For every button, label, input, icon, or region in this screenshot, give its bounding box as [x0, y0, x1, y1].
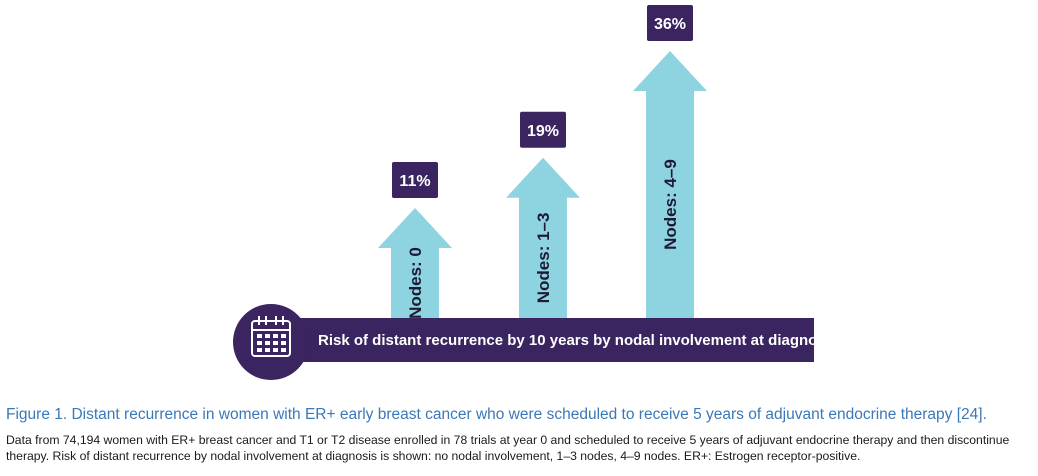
calendar-icon [251, 316, 291, 357]
value-label: 19% [527, 123, 559, 140]
chart-banner: Risk of distant recurrence by 10 years b… [233, 304, 838, 380]
arrow-category-label: Nodes: 0 [406, 247, 425, 319]
arrow-category-label: Nodes: 4–9 [661, 159, 680, 250]
figure-note: Data from 74,194 women with ER+ breast c… [6, 433, 1010, 463]
value-label-box [392, 162, 438, 198]
figure-caption-text: Distant recurrence in women with ER+ ear… [71, 406, 987, 423]
arrow-bar [506, 157, 580, 318]
value-label-box [520, 111, 566, 148]
value-label: 11% [399, 173, 430, 190]
figure-label: Figure 1. [6, 406, 68, 423]
recurrence-chart: Nodes: 0 11% Nodes: 1–3 19% Nodes: 4–9 36% [233, 5, 838, 380]
value-label: 36% [654, 16, 686, 33]
arrow-category-label: Nodes: 1–3 [534, 213, 553, 304]
chart-title: Risk of distant recurrence by 10 years b… [318, 332, 838, 349]
banner-bar [262, 318, 814, 362]
banner-icon-circle [233, 304, 309, 380]
figure-caption: Figure 1. Distant recurrence in women wi… [6, 405, 1032, 425]
arrow-bar [633, 51, 707, 318]
value-label-box [647, 5, 693, 41]
arrows-layer: Nodes: 0 11% Nodes: 1–3 19% Nodes: 4–9 36% [378, 5, 707, 319]
arrow-bar [378, 208, 452, 318]
